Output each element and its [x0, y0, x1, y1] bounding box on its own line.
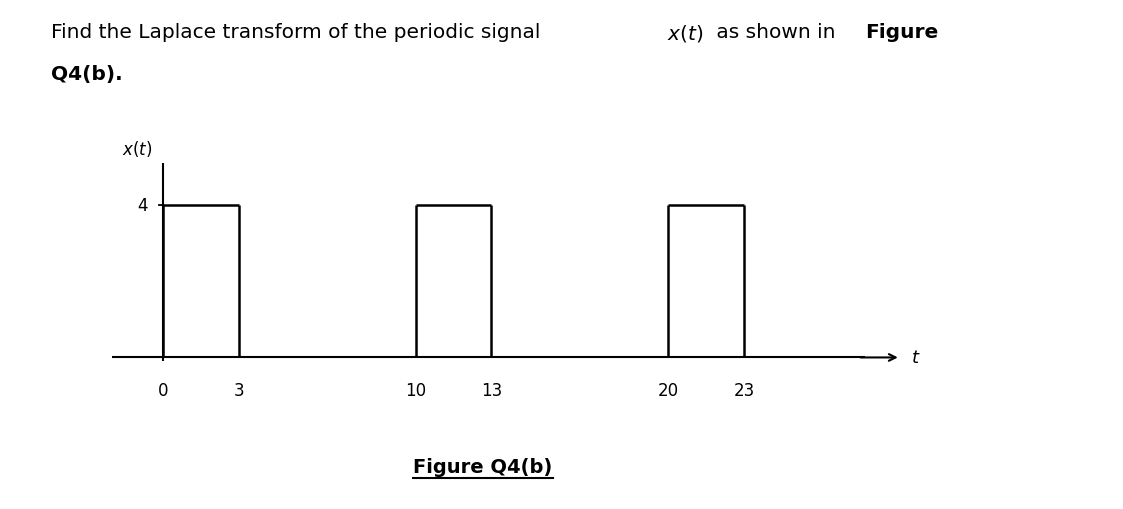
Text: 0: 0 [157, 381, 168, 399]
Text: Figure Q4(b): Figure Q4(b) [413, 458, 553, 476]
Text: $x(t)$: $x(t)$ [122, 138, 153, 158]
Text: Figure: Figure [865, 23, 938, 42]
Text: 23: 23 [733, 381, 755, 399]
Text: Find the Laplace transform of the periodic signal: Find the Laplace transform of the period… [51, 23, 546, 42]
Text: $t$: $t$ [911, 349, 921, 366]
Text: 20: 20 [658, 381, 678, 399]
Text: as shown in: as shown in [710, 23, 841, 42]
Text: 13: 13 [481, 381, 502, 399]
Text: $x(t)$: $x(t)$ [667, 23, 703, 44]
Text: Q4(b).: Q4(b). [51, 65, 122, 84]
Text: 4: 4 [137, 197, 148, 215]
Text: 3: 3 [234, 381, 244, 399]
Text: 10: 10 [405, 381, 426, 399]
